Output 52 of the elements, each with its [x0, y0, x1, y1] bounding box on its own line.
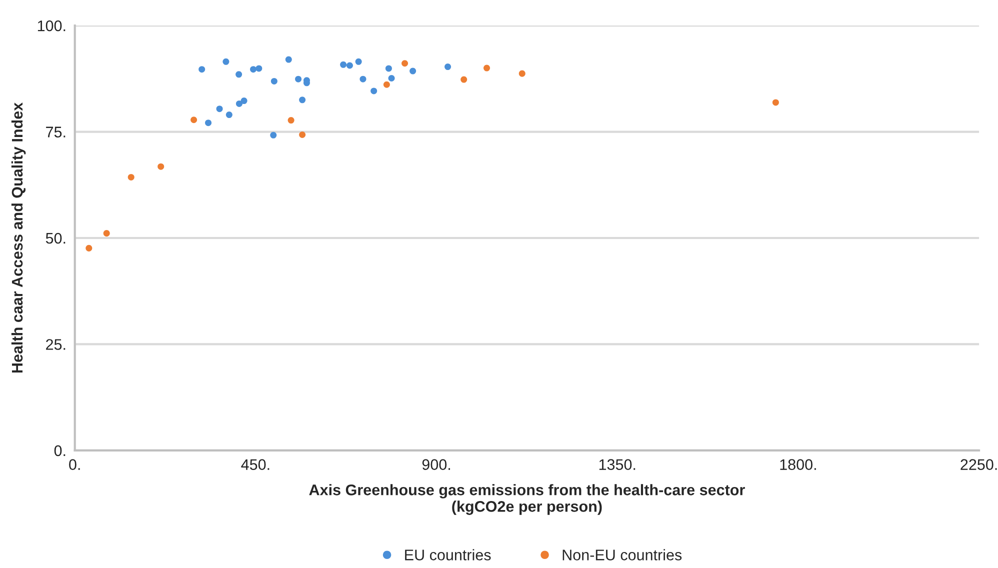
x-tick-label: 1350. — [599, 459, 636, 470]
point — [270, 132, 277, 138]
point — [236, 100, 242, 107]
point — [222, 58, 230, 65]
x-tick-label: 1800. — [780, 459, 816, 470]
point — [410, 68, 416, 74]
point — [299, 131, 306, 138]
point — [288, 117, 294, 124]
point — [385, 65, 392, 72]
point — [460, 76, 468, 83]
point — [383, 81, 390, 88]
point — [256, 65, 262, 72]
x-axis-title: Axis Greenhouse gas emissions from the health-care sector (kgCO2e per person) — [309, 484, 745, 515]
y-axis-title: Health caar Access and Quality Index — [11, 102, 26, 373]
point — [484, 64, 490, 72]
point — [444, 64, 452, 70]
y-tick-label: 100. — [38, 20, 66, 32]
point — [346, 62, 353, 69]
point — [205, 120, 212, 126]
point — [250, 66, 257, 73]
point — [355, 58, 362, 65]
point — [518, 70, 526, 77]
point — [158, 163, 164, 170]
x-tick-label: 900. — [422, 459, 450, 470]
point — [388, 74, 395, 82]
y-tick-label: 75. — [46, 126, 66, 138]
point — [340, 61, 347, 68]
point — [226, 112, 232, 118]
point — [240, 98, 248, 104]
point — [295, 76, 302, 82]
point — [402, 60, 408, 67]
point — [103, 230, 110, 237]
x-tick-label: 0. — [69, 459, 80, 470]
point — [198, 66, 206, 73]
legend-label: Non-EU countries — [562, 549, 682, 560]
point — [772, 99, 779, 106]
point — [86, 244, 92, 252]
y-tick-label: 0. — [54, 445, 66, 456]
y-tick-label: 50. — [46, 232, 66, 244]
point — [360, 76, 366, 82]
point — [285, 56, 292, 63]
x-tick-label: 2250. — [960, 459, 997, 470]
point — [270, 78, 278, 84]
point — [299, 96, 306, 104]
y-tick-label: 25. — [46, 339, 66, 350]
point — [370, 88, 378, 94]
point — [190, 116, 198, 124]
legend-label: EU countries — [405, 549, 491, 560]
point — [236, 71, 242, 78]
x-tick-label: 450. — [241, 459, 270, 470]
point — [216, 106, 223, 112]
point — [128, 174, 134, 180]
